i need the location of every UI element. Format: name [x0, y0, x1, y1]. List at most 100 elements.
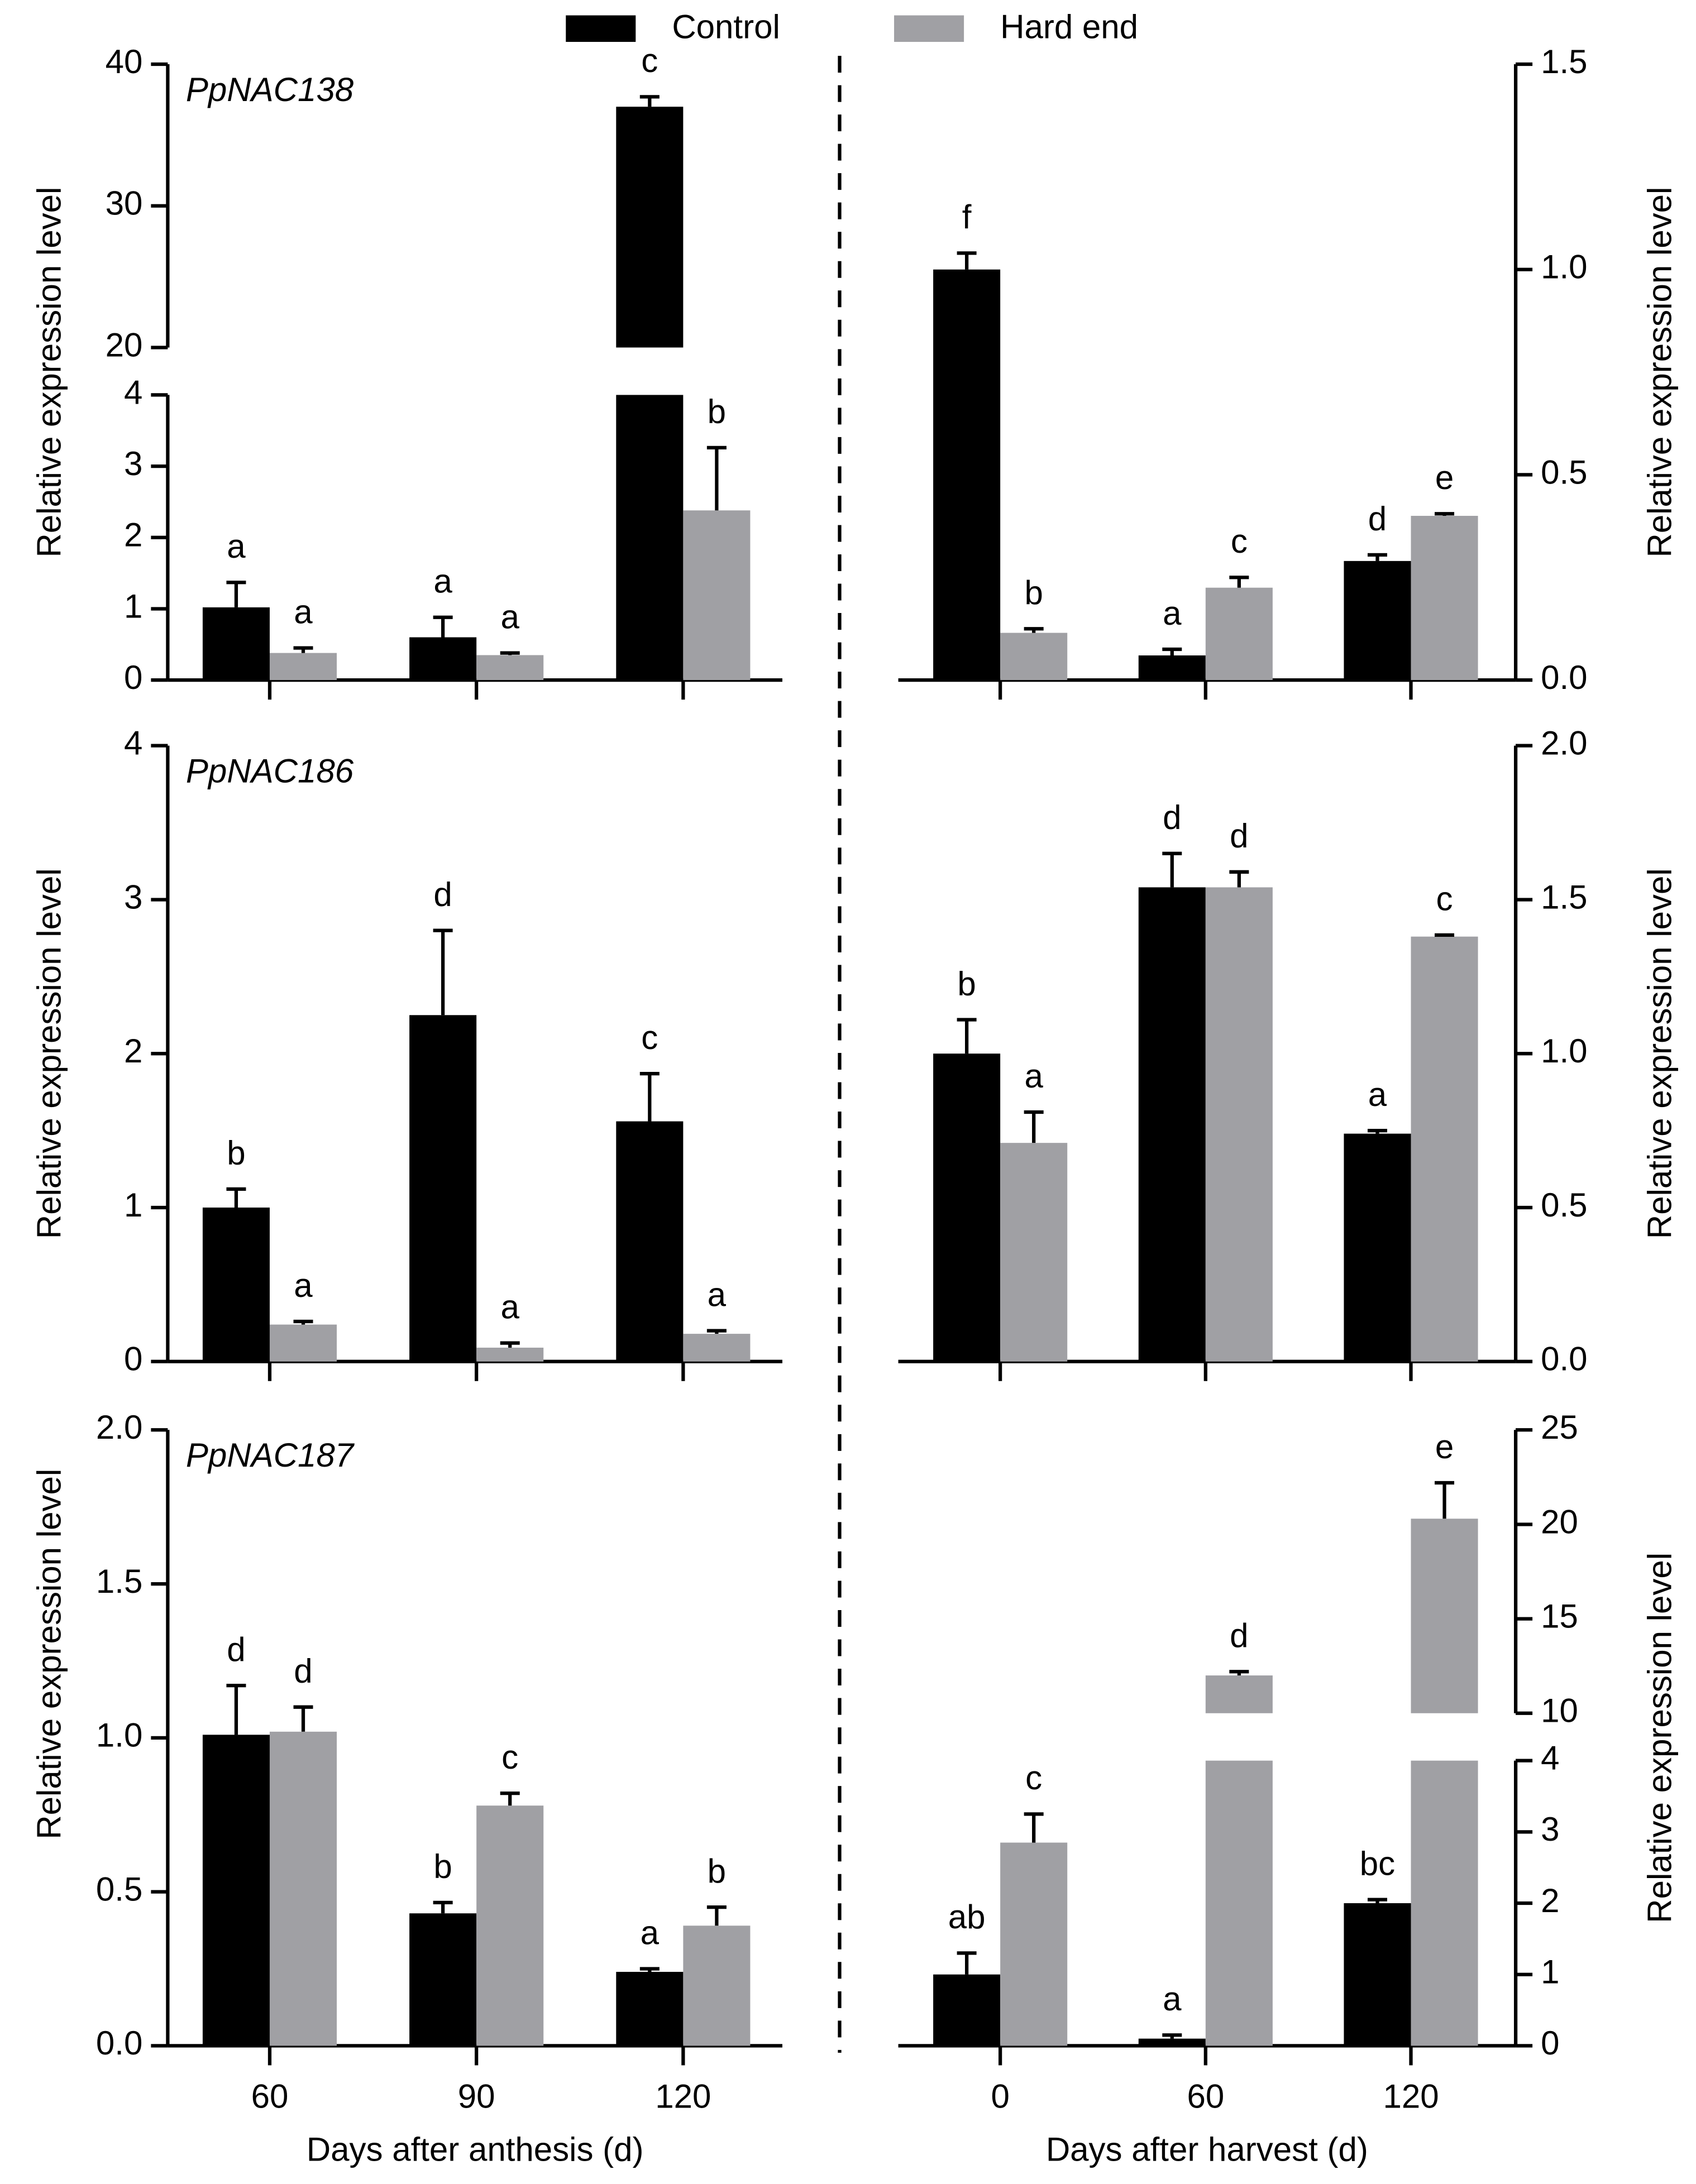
bar [1344, 1903, 1411, 2046]
y-tick-label: 0.0 [1541, 659, 1587, 696]
letter-label: f [962, 198, 972, 236]
bar [1411, 1760, 1478, 2046]
y-tick-label: 4 [124, 725, 142, 762]
x-axis-label: Days after anthesis (d) [307, 2130, 644, 2168]
x-tick-label: 0 [991, 2077, 1009, 2115]
bar [1344, 1133, 1411, 1362]
letter-label: d [1230, 1617, 1248, 1654]
y-tick-label: 1 [1541, 1953, 1559, 1991]
letter-label: e [1435, 459, 1454, 496]
letter-label: b [708, 1852, 726, 1890]
y-tick-label: 0 [124, 1340, 142, 1378]
y-tick-label: 3 [1541, 1811, 1559, 1848]
y-axis-label: Relative expression level [1641, 868, 1679, 1239]
letter-label: a [227, 528, 246, 565]
letter-label: a [1368, 1076, 1387, 1113]
bar [616, 395, 684, 681]
letter-label: a [1163, 595, 1182, 632]
y-tick-label: 2 [124, 516, 142, 554]
x-tick-label: 60 [251, 2077, 289, 2115]
bar [476, 1347, 544, 1362]
bar [616, 1972, 684, 2046]
bar [1205, 1675, 1273, 1713]
y-tick-label: 2 [124, 1032, 142, 1070]
letter-label: d [1230, 817, 1248, 855]
y-tick-label: 0.5 [1541, 1186, 1587, 1224]
bar [1411, 1519, 1478, 1713]
bar [476, 1805, 544, 2046]
bar [202, 1207, 270, 1362]
y-tick-label: 0.0 [1541, 1340, 1587, 1378]
bar [476, 655, 544, 681]
y-tick-label: 1.0 [1541, 248, 1587, 286]
y-tick-label: 2 [1541, 1882, 1559, 1919]
letter-label: a [708, 1276, 727, 1313]
letter-label: a [433, 563, 452, 600]
bar [933, 1053, 1001, 1362]
letter-label: a [500, 1288, 519, 1325]
letter-label: a [294, 593, 313, 630]
gene-label: PpNAC138 [186, 71, 354, 108]
bar [683, 510, 751, 681]
bar [933, 1974, 1001, 2046]
y-tick-label: 15 [1541, 1597, 1578, 1635]
bar [933, 269, 1001, 681]
legend-swatch [566, 15, 636, 42]
y-tick-label: 20 [1541, 1503, 1578, 1540]
letter-label: b [1024, 574, 1043, 611]
y-tick-label: 30 [106, 185, 143, 222]
letter-label: c [641, 1019, 658, 1056]
bar [409, 637, 477, 681]
x-tick-label: 90 [458, 2077, 495, 2115]
letter-label: c [501, 1738, 518, 1776]
bar [1205, 587, 1273, 681]
bar [1411, 515, 1478, 681]
x-tick-label: 120 [655, 2077, 711, 2115]
y-axis-label: Relative expression level [1641, 1553, 1679, 1923]
gene-label: PpNAC186 [186, 753, 354, 790]
y-axis-label: Relative expression level [1641, 187, 1679, 558]
letter-label: b [708, 393, 726, 430]
bar [202, 1735, 270, 2046]
y-tick-label: 4 [124, 373, 142, 411]
y-tick-label: 0.0 [96, 2024, 142, 2062]
bar [616, 1121, 684, 1362]
y-tick-label: 20 [106, 326, 143, 363]
legend-label: Control [672, 8, 780, 45]
letter-label: bc [1360, 1845, 1395, 1882]
y-tick-label: 3 [124, 445, 142, 482]
letter-label: a [1163, 1980, 1182, 2018]
bar [409, 1015, 477, 1362]
letter-label: c [1436, 880, 1453, 918]
y-tick-label: 1.5 [1541, 43, 1587, 80]
y-axis-label: Relative expression level [31, 1469, 68, 1840]
y-tick-label: 0 [1541, 2024, 1559, 2062]
letter-label: c [1025, 1759, 1042, 1797]
y-tick-label: 4 [1541, 1740, 1559, 1777]
bar [1138, 2038, 1206, 2046]
y-tick-label: 2.0 [96, 1409, 142, 1446]
bar [1000, 633, 1068, 681]
bar [269, 653, 337, 681]
bar [1000, 1842, 1068, 2046]
letter-label: b [227, 1134, 245, 1172]
x-tick-label: 120 [1383, 2077, 1439, 2115]
y-tick-label: 0 [124, 659, 142, 696]
bar [1411, 936, 1478, 1362]
letter-label: b [433, 1848, 452, 1885]
y-axis-label: Relative expression level [31, 868, 68, 1239]
letter-label: a [641, 1914, 660, 1951]
bar [683, 1334, 751, 1362]
bar [616, 107, 684, 348]
bar [1205, 1760, 1273, 2046]
bar [1138, 655, 1206, 681]
x-axis-label: Days after harvest (d) [1046, 2130, 1368, 2168]
bar [1000, 1143, 1068, 1362]
y-tick-label: 10 [1541, 1692, 1578, 1730]
letter-label: e [1435, 1428, 1454, 1465]
bar [409, 1913, 477, 2046]
letter-label: d [294, 1653, 312, 1690]
y-tick-label: 1.0 [1541, 1032, 1587, 1070]
